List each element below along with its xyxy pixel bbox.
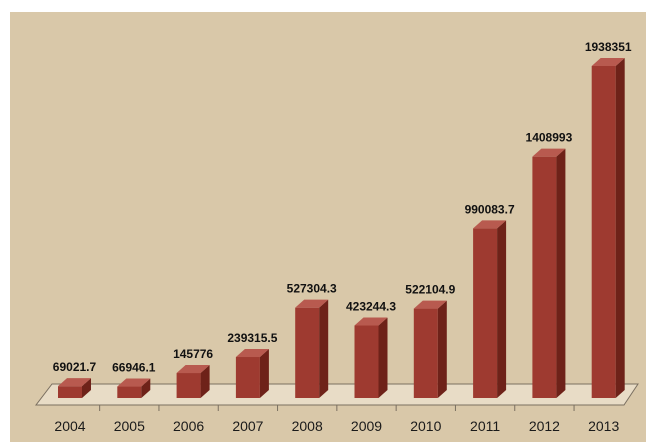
bar-top: [235, 349, 269, 358]
bar-front: [295, 307, 320, 398]
bar-top: [413, 300, 447, 309]
bar-front: [354, 325, 379, 398]
bar-2004: [58, 378, 91, 398]
bar-2008: [295, 299, 329, 398]
bar-front: [58, 386, 82, 398]
bar-top: [295, 299, 329, 308]
bar-2009: [354, 317, 388, 398]
bar-top: [117, 378, 151, 387]
x-tick-label: 2011: [470, 418, 500, 434]
value-label: 1408993: [526, 131, 573, 145]
x-tick-label: 2010: [410, 418, 441, 434]
bar-top: [354, 317, 388, 326]
value-label: 423244.3: [346, 300, 396, 314]
bar-2005: [117, 378, 151, 398]
value-label: 66946.1: [112, 361, 156, 375]
x-tick-label: 2009: [351, 418, 382, 434]
value-label: 145776: [173, 347, 213, 361]
bar-2007: [235, 349, 269, 398]
x-tick-label: 2008: [292, 418, 323, 434]
bar-front: [235, 357, 260, 398]
x-tick-label: 2007: [232, 418, 263, 434]
x-tick-label: 2012: [529, 418, 560, 434]
bars: [58, 58, 625, 398]
bar-front: [176, 373, 201, 398]
bar-top: [532, 148, 566, 157]
bar-front: [117, 386, 142, 398]
x-tick-label: 2004: [54, 418, 85, 434]
bar-2006: [176, 365, 210, 398]
x-tick-label: 2005: [114, 418, 145, 434]
bar-side: [259, 349, 269, 398]
value-label: 69021.7: [53, 360, 97, 374]
bar-front: [413, 308, 438, 398]
bar-side: [200, 365, 210, 398]
value-label: 522104.9: [405, 283, 455, 297]
bar-top: [591, 58, 625, 66]
bar-front: [473, 228, 498, 398]
bar-2013: [591, 58, 625, 398]
bar-top: [176, 365, 210, 374]
bar-side: [437, 300, 447, 398]
bar-front: [591, 66, 616, 398]
x-axis-ticks: 2004 2005 2006 2007 2008 2009 2010 2011 2012 2013: [54, 405, 619, 434]
value-label: 1938351: [585, 40, 632, 54]
bar-side: [82, 378, 91, 398]
bar-2010: [413, 300, 447, 398]
bar-side: [615, 58, 625, 398]
bar-side: [319, 299, 329, 398]
value-label: 527304.3: [287, 282, 337, 296]
bar-side: [141, 378, 151, 398]
bar-side: [556, 148, 566, 398]
bar-top: [58, 378, 91, 387]
x-tick-label: 2013: [588, 418, 619, 434]
x-tick-label: 2006: [173, 418, 204, 434]
bar-2011: [473, 220, 507, 398]
bar-top: [473, 220, 507, 229]
bar-side: [497, 220, 507, 398]
bar-side: [378, 317, 388, 398]
bar-2012: [532, 148, 566, 398]
value-label: 990083.7: [465, 202, 515, 216]
value-labels: 69021.7 66946.1 145776 239315.5 527304.3 4232…: [53, 40, 632, 375]
bar-front: [532, 156, 557, 398]
value-label: 239315.5: [227, 331, 277, 345]
